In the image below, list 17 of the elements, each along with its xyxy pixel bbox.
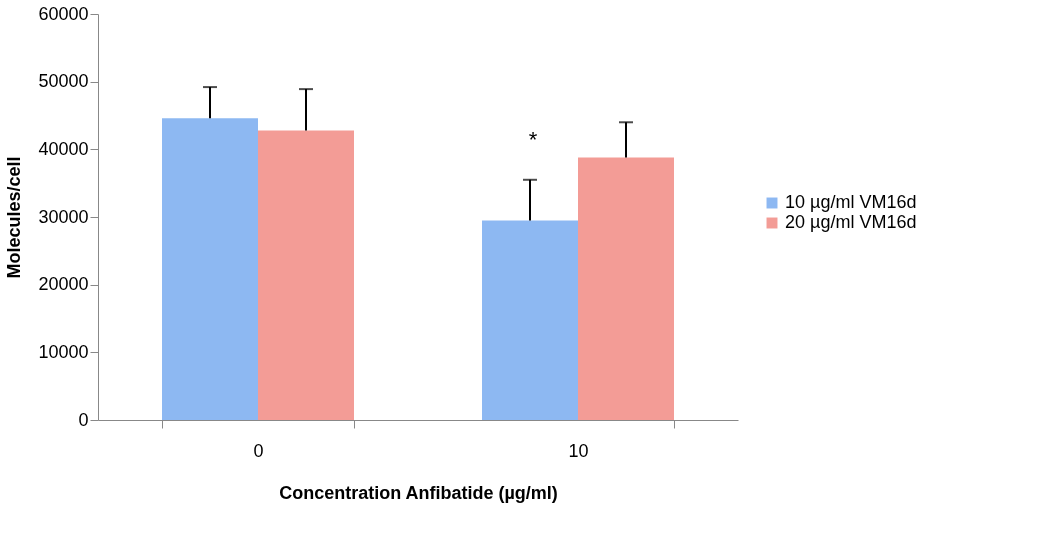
annotation: *	[528, 127, 538, 152]
x-tick-label: 10	[568, 440, 589, 461]
y-axis-title: Molecules/cell	[4, 156, 25, 279]
bar	[482, 220, 578, 420]
bar	[162, 118, 258, 420]
y-tick-label: 60000	[38, 3, 89, 24]
y-tick-label: 30000	[38, 206, 89, 227]
x-axis-title: Concentration Anfibatide (µg/ml)	[279, 482, 558, 503]
legend-label: 10 µg/ml VM16d	[785, 192, 917, 212]
y-tick-label: 20000	[38, 274, 89, 295]
legend-label: 20 µg/ml VM16d	[785, 212, 917, 232]
y-tick-label: 40000	[38, 138, 89, 159]
bar	[258, 130, 354, 420]
y-tick-label: 10000	[38, 341, 89, 362]
y-tick-label: 0	[78, 409, 89, 430]
y-tick-label: 50000	[38, 71, 89, 92]
bar	[578, 157, 674, 420]
